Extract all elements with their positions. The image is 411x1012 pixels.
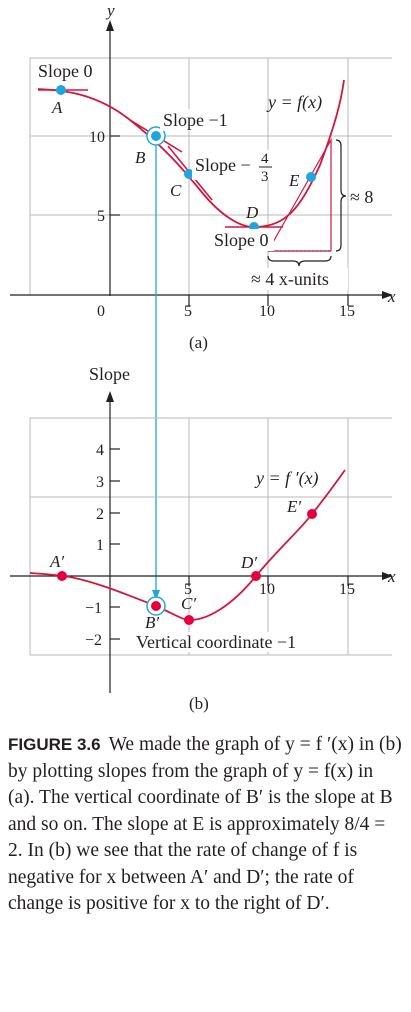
bottom-y-arrow: [106, 391, 114, 402]
bottom-y-axis-label: Slope: [89, 364, 130, 384]
slope-d-label: Slope 0: [214, 230, 269, 250]
f-curve: [37, 79, 345, 228]
point-e-prime: [307, 509, 317, 519]
top-y-tick-10: 10: [89, 129, 105, 146]
run-label: ≈ 4 x-units: [251, 269, 329, 289]
top-y-tick-5: 5: [97, 208, 105, 225]
label-a-prime: A′: [49, 552, 64, 571]
top-x-tick-0: 0: [97, 303, 105, 320]
bottom-axes: [10, 400, 385, 693]
b-guide-arrow: [152, 590, 160, 600]
bottom-gridlines: [29, 417, 392, 656]
point-d-prime: [251, 571, 261, 581]
bottom-y-tick-4: 4: [96, 442, 104, 459]
curve-label-f: y = f(x): [266, 92, 322, 113]
label-b-prime: B′: [145, 613, 159, 632]
slope-a-label: Slope 0: [38, 61, 93, 81]
top-x-tick-15: 15: [339, 303, 355, 320]
label-a: A: [51, 98, 63, 117]
bottom-x-arrow: [382, 572, 393, 580]
bottom-y-tick-neg2: −2: [85, 632, 102, 649]
bottom-y-tick-2: 2: [96, 506, 104, 523]
panel-label-a: (a): [189, 333, 208, 352]
point-c-prime: [184, 615, 194, 625]
rise-run-triangle: [267, 137, 332, 252]
curve-label-fprime: y = f ′(x): [254, 468, 319, 489]
point-e: [306, 172, 316, 182]
top-y-axis-label: y: [105, 1, 115, 20]
rise-label: ≈ 8: [350, 187, 373, 207]
run-brace: [267, 255, 332, 267]
label-c-prime: C′: [181, 594, 196, 613]
bottom-x-tick-15: 15: [339, 581, 355, 598]
slope-c-frac-num: 4: [261, 151, 269, 167]
top-x-axis-label: x: [387, 287, 396, 306]
top-axes: [10, 28, 385, 306]
point-a-prime: [57, 571, 67, 581]
top-y-arrow: [106, 20, 114, 31]
label-d: D: [245, 203, 259, 222]
bottom-x-tick-5: 5: [184, 581, 192, 598]
label-e-prime: E′: [286, 497, 301, 516]
bottom-y-tick-3: 3: [96, 474, 104, 491]
label-e: E: [288, 171, 300, 190]
bottom-points: [57, 509, 317, 625]
top-x-tick-5: 5: [184, 303, 192, 320]
slope-b-label: Slope −1: [163, 110, 228, 130]
label-c: C: [170, 181, 182, 200]
bottom-x-axis-label: x: [387, 567, 396, 586]
bottom-y-tick-neg1: −1: [85, 600, 102, 617]
figure: y x 0 5 10 15 5 10 Slope 0 A B C D E Slo…: [10, 1, 396, 713]
bottom-y-tick-1: 1: [96, 537, 104, 554]
label-b: B: [135, 148, 146, 167]
panel-label-b: (b): [189, 694, 209, 713]
bottom-x-tick-10: 10: [259, 581, 275, 598]
point-c: [184, 169, 194, 179]
point-b: [151, 131, 161, 141]
caption-text: We made the graph of y = f ′(x) in (b) b…: [8, 734, 402, 914]
top-x-arrow: [382, 291, 393, 299]
rise-brace: [335, 139, 347, 252]
figure-caption: FIGURE 3.6 We made the graph of y = f ′(x…: [8, 732, 403, 918]
slope-c-label: Slope −: [195, 155, 251, 175]
label-d-prime: D′: [240, 553, 257, 572]
vertical-coordinate-label: Vertical coordinate −1: [136, 632, 296, 652]
figure-label: FIGURE 3.6: [8, 735, 101, 754]
point-b-prime: [151, 601, 161, 611]
top-x-tick-10: 10: [259, 303, 275, 320]
slope-c-frac-den: 3: [261, 169, 269, 185]
point-a: [56, 85, 66, 95]
